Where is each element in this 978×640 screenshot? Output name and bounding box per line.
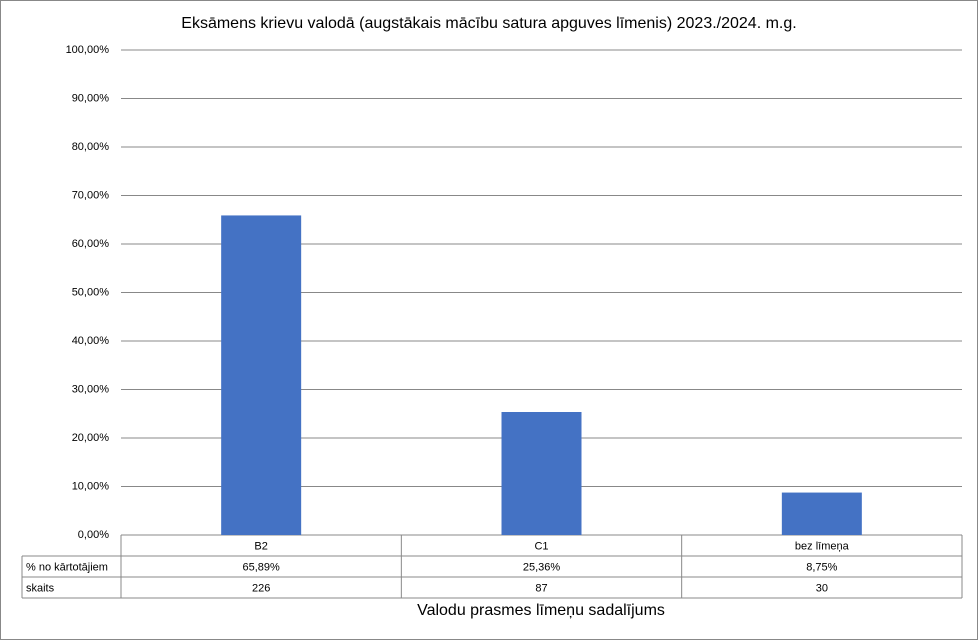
table-row-label: % no kārtotājiem (26, 561, 108, 573)
y-tick-label: 70,00% (72, 189, 110, 201)
table-value: 87 (535, 582, 547, 594)
y-tick-label: 60,00% (72, 238, 110, 250)
x-tick-label: C1 (534, 540, 548, 552)
table-value: 8,75% (806, 561, 837, 573)
y-tick-label: 10,00% (72, 480, 110, 492)
table-value: 25,36% (523, 561, 561, 573)
table-row-label: skaits (26, 582, 55, 594)
y-tick-label: 50,00% (72, 286, 110, 298)
bar (781, 492, 862, 535)
table-value: 30 (816, 582, 828, 594)
table-value: 65,89% (243, 561, 281, 573)
y-tick-label: 100,00% (66, 44, 110, 56)
y-tick-label: 30,00% (72, 383, 110, 395)
y-tick-label: 90,00% (72, 92, 110, 104)
bar (221, 215, 302, 535)
x-tick-label: bez līmeņa (795, 540, 850, 552)
y-tick-label: 80,00% (72, 141, 110, 153)
y-tick-label: 0,00% (78, 529, 109, 541)
x-tick-label: B2 (254, 540, 267, 552)
x-axis-label: Valodu prasmes līmeņu sadalījums (417, 602, 665, 619)
bar (501, 412, 582, 535)
table-value: 226 (252, 582, 270, 594)
chart-title: Eksāmens krievu valodā (augstākais mācīb… (181, 15, 796, 32)
y-tick-label: 20,00% (72, 432, 110, 444)
y-tick-label: 40,00% (72, 335, 110, 347)
